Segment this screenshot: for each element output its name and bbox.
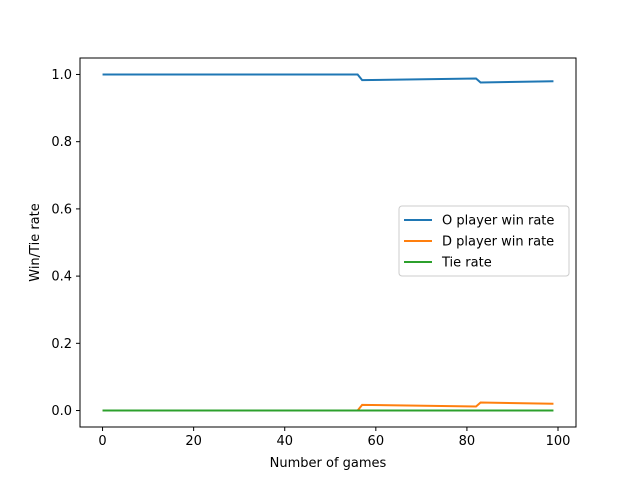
- series-lines: [102, 73, 554, 412]
- x-tick-label: 0: [98, 434, 106, 449]
- x-tick-label: 100: [546, 434, 571, 449]
- legend-box: [398, 205, 570, 277]
- y-tick-label: 0.2: [51, 337, 72, 352]
- legend: O player win rate D player win rate Tie ra…: [398, 205, 570, 277]
- x-tick-label: 80: [459, 434, 476, 449]
- series-line-2: [102, 401, 554, 412]
- y-tick-label: 1.0: [51, 68, 72, 83]
- y-tick-label: 0.4: [51, 270, 72, 285]
- plot-area-frame: [79, 57, 577, 428]
- x-tick-label: 20: [185, 434, 202, 449]
- x-tick-label: 60: [368, 434, 385, 449]
- series-line-1: [102, 73, 554, 84]
- legend-label-3: Tie rate: [441, 256, 492, 271]
- y-tick-label: 0.8: [51, 135, 72, 150]
- x-tick-label: 40: [276, 434, 293, 449]
- legend-label-2: D player win rate: [442, 235, 554, 250]
- y-tick-label: 0.6: [51, 202, 72, 217]
- legend-label-1: O player win rate: [442, 214, 554, 229]
- y-axis-label: Win/Tie rate: [28, 203, 43, 282]
- y-axis-ticks: 0.0 0.2 0.4 0.6 0.8 1.0: [51, 68, 80, 419]
- x-axis-ticks: 0 20 40 60 80 100: [98, 427, 570, 449]
- x-axis-label: Number of games: [270, 456, 387, 471]
- y-tick-label: 0.0: [51, 404, 72, 419]
